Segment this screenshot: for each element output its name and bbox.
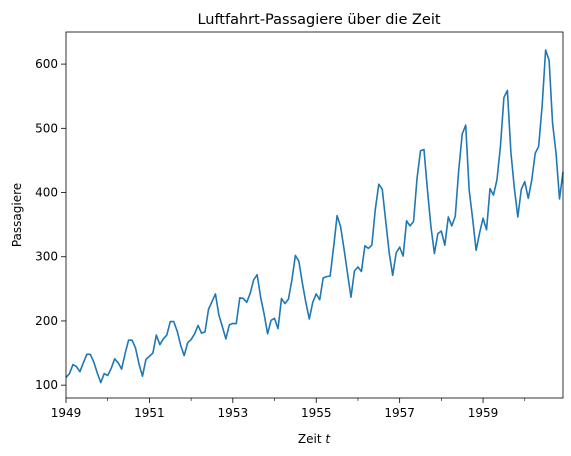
- x-tick-label: 1951: [134, 406, 165, 420]
- x-tick-label: 1959: [468, 406, 499, 420]
- y-axis-label: Passagiere: [10, 183, 24, 247]
- y-tick-label: 200: [35, 314, 58, 328]
- x-axis-ticks: 1949 1951 1953 1955 1957 1959: [51, 398, 525, 420]
- x-tick-label: 1955: [301, 406, 332, 420]
- x-tick-label: 1949: [51, 406, 82, 420]
- chart-title: Luftfahrt-Passagiere über die Zeit: [197, 12, 440, 28]
- passengers-series-line: [66, 50, 563, 383]
- y-tick-label: 100: [35, 378, 58, 392]
- y-tick-label: 300: [35, 250, 58, 264]
- x-axis-label: Zeit t: [298, 432, 331, 446]
- y-tick-label: 600: [35, 57, 58, 71]
- x-tick-label: 1953: [218, 406, 249, 420]
- x-tick-label: 1957: [384, 406, 415, 420]
- y-axis-ticks: 100 200 300 400 500 600: [35, 57, 66, 392]
- y-tick-label: 400: [35, 186, 58, 200]
- y-tick-label: 500: [35, 121, 58, 135]
